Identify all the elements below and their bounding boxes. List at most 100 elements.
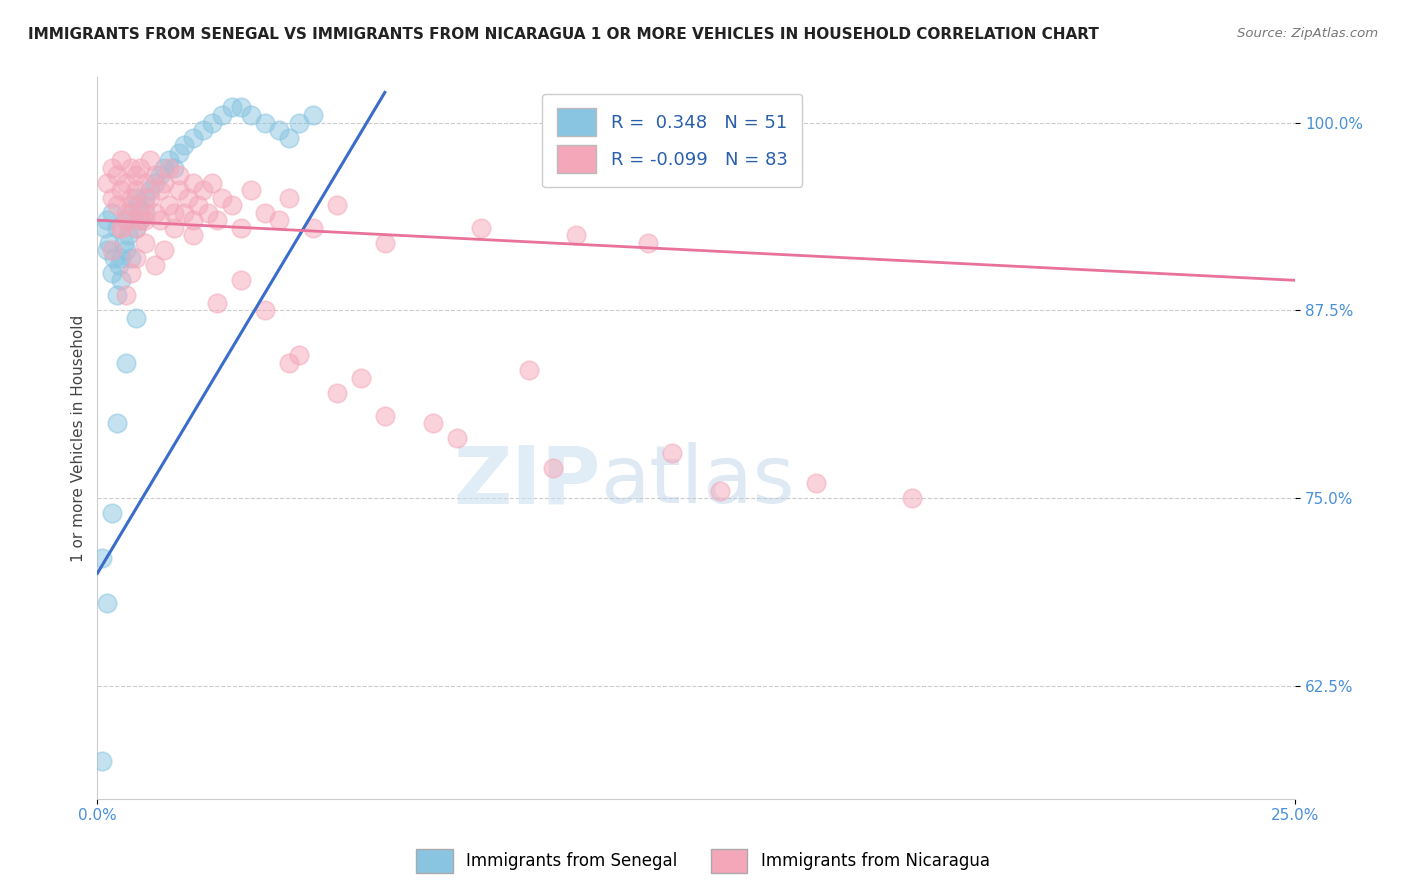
Point — [374, 235, 396, 250]
Point — [173, 138, 195, 153]
Point — [110, 251, 132, 265]
Text: ZIP: ZIP — [453, 442, 600, 520]
Point — [157, 198, 180, 212]
Legend: Immigrants from Senegal, Immigrants from Nicaragua: Immigrants from Senegal, Immigrants from… — [409, 842, 997, 880]
Point — [211, 108, 233, 122]
Point — [103, 251, 125, 265]
Point — [100, 205, 122, 219]
Point — [134, 176, 156, 190]
Point — [115, 176, 138, 190]
Point — [91, 754, 114, 768]
Point — [302, 108, 325, 122]
Point — [100, 244, 122, 258]
Point — [229, 273, 252, 287]
Point — [374, 409, 396, 423]
Point — [446, 431, 468, 445]
Point — [153, 244, 176, 258]
Text: Source: ZipAtlas.com: Source: ZipAtlas.com — [1237, 27, 1378, 40]
Point — [205, 213, 228, 227]
Text: atlas: atlas — [600, 442, 794, 520]
Point — [93, 220, 115, 235]
Point — [177, 191, 200, 205]
Point — [287, 115, 309, 129]
Point — [163, 220, 186, 235]
Point — [120, 205, 142, 219]
Point — [153, 161, 176, 175]
Point — [278, 356, 301, 370]
Point — [139, 191, 162, 205]
Point — [105, 416, 128, 430]
Point — [350, 371, 373, 385]
Point — [129, 213, 152, 227]
Y-axis label: 1 or more Vehicles in Household: 1 or more Vehicles in Household — [72, 315, 86, 562]
Point — [541, 461, 564, 475]
Point — [229, 101, 252, 115]
Point — [115, 213, 138, 227]
Point — [134, 191, 156, 205]
Point — [157, 161, 180, 175]
Point — [661, 446, 683, 460]
Point — [98, 235, 121, 250]
Point — [287, 348, 309, 362]
Point — [191, 183, 214, 197]
Point — [269, 213, 291, 227]
Point — [254, 115, 277, 129]
Text: IMMIGRANTS FROM SENEGAL VS IMMIGRANTS FROM NICARAGUA 1 OR MORE VEHICLES IN HOUSE: IMMIGRANTS FROM SENEGAL VS IMMIGRANTS FR… — [28, 27, 1099, 42]
Point — [709, 483, 731, 498]
Point — [181, 130, 204, 145]
Point — [139, 153, 162, 167]
Point — [901, 491, 924, 506]
Point — [115, 213, 138, 227]
Point — [149, 168, 172, 182]
Point — [239, 108, 262, 122]
Point — [197, 205, 219, 219]
Point — [153, 176, 176, 190]
Point — [134, 213, 156, 227]
Point — [181, 228, 204, 243]
Point — [187, 198, 209, 212]
Point — [163, 205, 186, 219]
Point — [100, 161, 122, 175]
Point — [105, 198, 128, 212]
Point — [143, 168, 166, 182]
Point — [211, 191, 233, 205]
Point — [91, 551, 114, 566]
Point — [143, 258, 166, 272]
Point — [422, 416, 444, 430]
Point — [167, 145, 190, 160]
Point — [143, 176, 166, 190]
Point — [149, 183, 172, 197]
Point — [125, 310, 148, 325]
Point — [127, 198, 149, 212]
Point — [108, 258, 131, 272]
Point — [125, 183, 148, 197]
Point — [139, 183, 162, 197]
Point — [115, 288, 138, 302]
Point — [115, 356, 138, 370]
Point — [254, 205, 277, 219]
Point — [100, 506, 122, 520]
Point — [181, 213, 204, 227]
Point — [100, 191, 122, 205]
Point — [110, 183, 132, 197]
Point — [96, 213, 118, 227]
Point — [470, 220, 492, 235]
Point — [129, 213, 152, 227]
Point — [157, 153, 180, 167]
Point — [278, 130, 301, 145]
Point — [125, 191, 148, 205]
Legend: R =  0.348   N = 51, R = -0.099   N = 83: R = 0.348 N = 51, R = -0.099 N = 83 — [543, 94, 803, 187]
Point — [221, 198, 243, 212]
Point — [96, 244, 118, 258]
Point — [105, 168, 128, 182]
Point — [125, 168, 148, 182]
Point — [125, 251, 148, 265]
Point — [181, 176, 204, 190]
Point — [110, 273, 132, 287]
Point — [163, 161, 186, 175]
Point — [326, 198, 349, 212]
Point — [269, 123, 291, 137]
Point — [167, 168, 190, 182]
Point — [804, 476, 827, 491]
Point — [105, 288, 128, 302]
